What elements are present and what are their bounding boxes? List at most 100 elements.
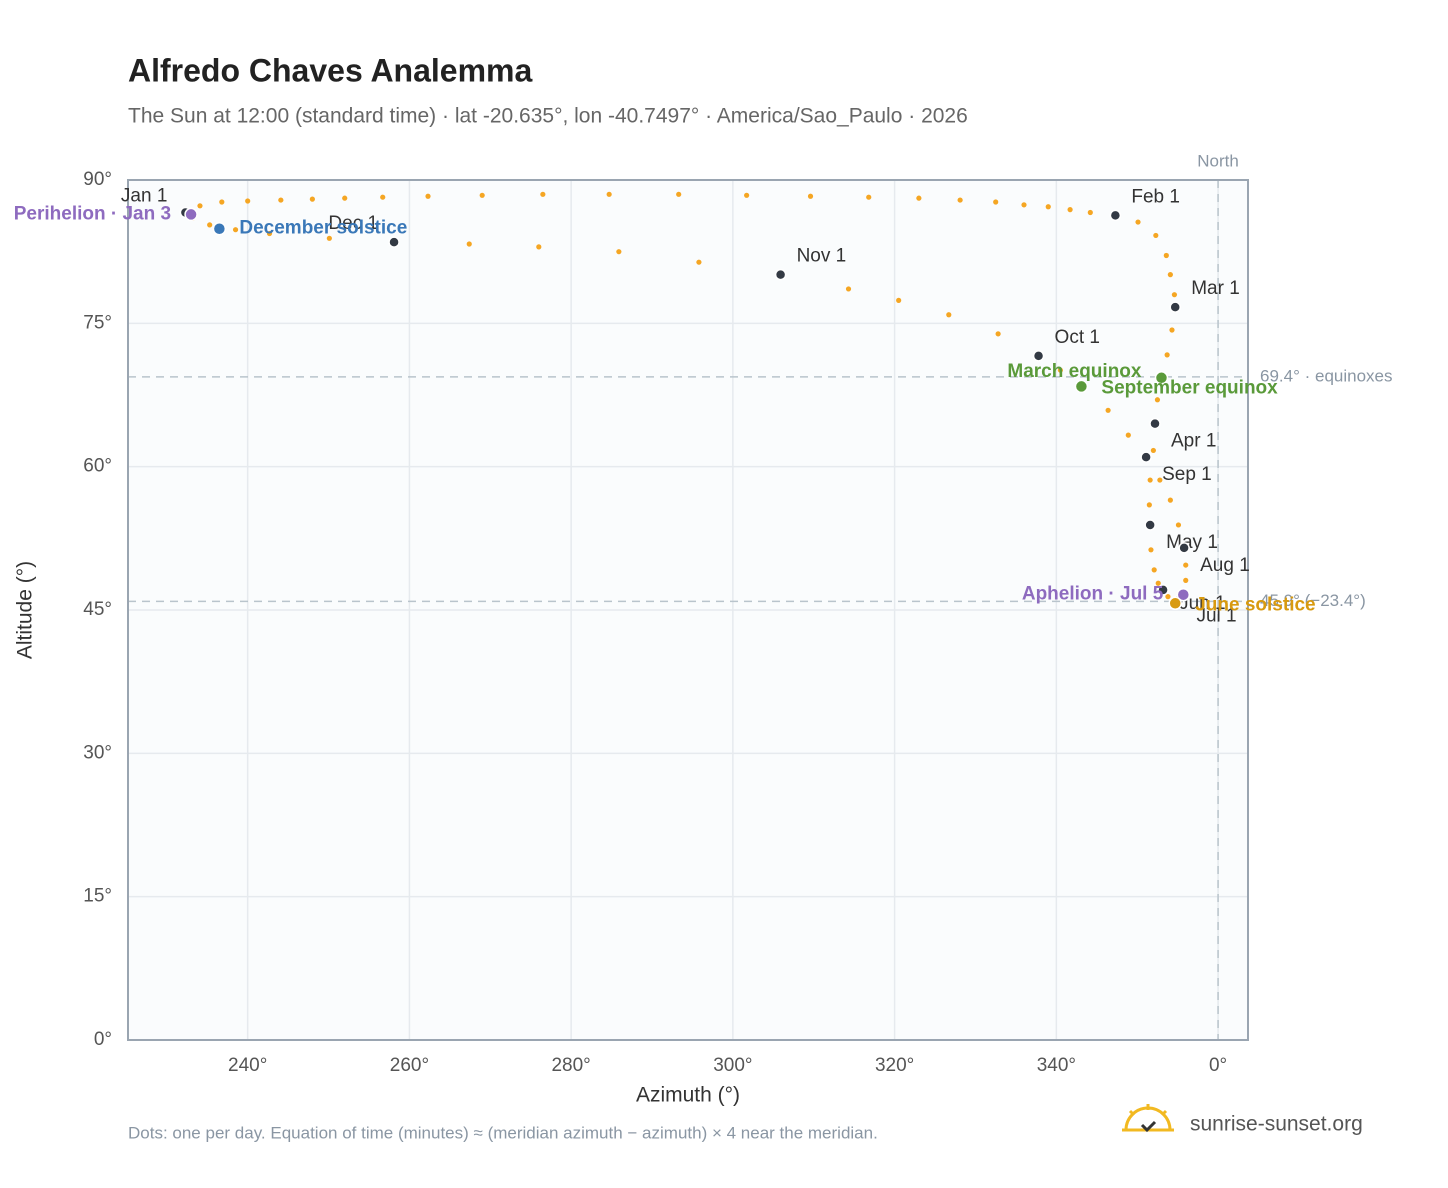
daily-dot — [326, 235, 332, 241]
chart-subtitle: The Sun at 12:00 (standard time) · lat -… — [128, 105, 968, 128]
daily-dot — [1067, 207, 1073, 213]
month-label: Dec 1 — [328, 213, 378, 234]
daily-dot — [266, 230, 273, 237]
daily-dot — [1171, 292, 1178, 298]
daily-dot — [1148, 547, 1154, 553]
daily-dot — [1154, 397, 1161, 403]
event-label: Perihelion · Jan 3 — [14, 203, 171, 224]
daily-dot — [1164, 352, 1170, 358]
x-tick-label: 280° — [551, 1055, 590, 1076]
daily-dot — [1153, 232, 1159, 239]
month-label: Sep 1 — [1162, 464, 1212, 485]
month-label: Apr 1 — [1171, 431, 1216, 452]
event-marker — [1176, 587, 1191, 602]
plot-frame — [127, 179, 1249, 1041]
daily-dot — [1105, 407, 1111, 413]
daily-dot — [207, 222, 213, 228]
footnote: Dots: one per day. Equation of time (min… — [128, 1123, 878, 1142]
daily-dot — [540, 191, 546, 197]
month-marker — [1157, 584, 1169, 596]
chart-title: Alfredo Chaves Analemma — [128, 52, 532, 88]
daily-dot — [1163, 252, 1169, 259]
x-tick-label: 240° — [228, 1055, 267, 1076]
daily-dot — [866, 194, 872, 200]
daily-dot — [1146, 502, 1152, 508]
daily-dot — [606, 191, 612, 197]
x-tick-label: 260° — [390, 1055, 429, 1076]
daily-dot — [1087, 209, 1093, 216]
y-tick-label: 75° — [83, 312, 112, 333]
daily-dot — [479, 192, 485, 198]
month-marker — [1032, 350, 1045, 362]
month-marker — [1178, 542, 1190, 554]
daily-dot — [278, 197, 284, 203]
daily-dot — [309, 196, 315, 202]
daily-dot — [1183, 577, 1189, 583]
event-label: December solstice — [239, 218, 407, 239]
event-marker — [1168, 596, 1182, 611]
month-marker — [1109, 209, 1122, 222]
x-tick-label: 300° — [713, 1055, 752, 1076]
daily-dot — [197, 203, 203, 209]
daily-dot — [896, 297, 902, 303]
daily-dot — [245, 198, 251, 204]
month-label: Jun 1 — [1179, 593, 1225, 614]
daily-dot — [219, 199, 225, 205]
y-tick-label: 0° — [94, 1029, 112, 1050]
x-axis-label: Azimuth (°) — [636, 1084, 740, 1107]
month-label: Jul 1 — [1196, 605, 1236, 626]
event-label: March equinox — [1007, 361, 1142, 382]
daily-dot — [1125, 432, 1131, 438]
month-marker — [774, 268, 787, 281]
y-tick-label: 30° — [83, 742, 112, 763]
month-label: Jan 1 — [121, 186, 167, 207]
month-label: Nov 1 — [797, 246, 847, 267]
daily-dot — [957, 197, 963, 203]
daily-dot — [536, 244, 542, 250]
daily-dot — [807, 193, 814, 199]
event-label: Aphelion · Jul 5 — [1022, 584, 1164, 605]
x-tick-label: 320° — [875, 1055, 914, 1076]
month-marker — [1149, 417, 1161, 430]
month-label: Feb 1 — [1131, 186, 1180, 207]
daily-dot — [696, 259, 702, 265]
north-label: North — [1197, 151, 1239, 170]
daily-dot — [676, 191, 682, 197]
month-label: Oct 1 — [1055, 327, 1100, 348]
daily-dot — [1147, 477, 1153, 483]
reference-label: 69.4° · equinoxes — [1260, 366, 1393, 385]
daily-dot — [232, 227, 239, 233]
month-marker — [388, 236, 400, 248]
x-tick-label: 340° — [1037, 1055, 1076, 1076]
month-label: May 1 — [1166, 532, 1218, 553]
daily-dot — [1155, 580, 1161, 586]
month-label: Mar 1 — [1191, 278, 1240, 299]
x-tick-label: 0° — [1209, 1055, 1227, 1076]
daily-dot — [1045, 204, 1051, 210]
daily-dot — [1183, 562, 1189, 568]
y-tick-label: 90° — [83, 169, 112, 190]
daily-dot — [1135, 219, 1141, 225]
daily-dot — [946, 312, 952, 318]
event-label: June solstice — [1195, 594, 1315, 615]
brand-logo — [1122, 1104, 1174, 1133]
month-label: Aug 1 — [1200, 555, 1250, 576]
daily-dot — [845, 286, 852, 292]
daily-dot — [1165, 594, 1171, 600]
event-marker — [1154, 371, 1169, 385]
y-tick-label: 15° — [83, 886, 112, 907]
daily-dot — [1167, 272, 1173, 278]
daily-dot — [993, 199, 999, 205]
daily-dot — [1150, 447, 1156, 454]
daily-dot — [744, 192, 750, 198]
daily-dot — [1175, 522, 1182, 528]
daily-dot — [1057, 367, 1063, 373]
y-axis-label: Altitude (°) — [14, 561, 37, 659]
event-label: September equinox — [1101, 377, 1278, 398]
daily-dot — [616, 249, 622, 255]
daily-dot — [342, 195, 348, 201]
event-marker — [1074, 379, 1089, 394]
month-marker — [1140, 451, 1152, 463]
daily-dot — [995, 331, 1001, 337]
